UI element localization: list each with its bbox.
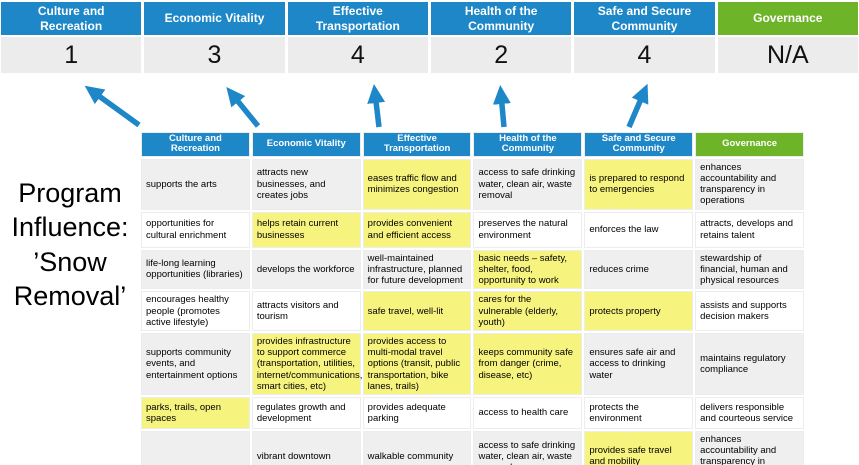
matrix-header-safe-secure-community: Safe and Secure Community — [584, 132, 694, 157]
matrix-header-culture-recreation: Culture and Recreation — [141, 132, 250, 157]
matrix-cell-highlighted: provides access to multi-modal travel op… — [362, 332, 472, 395]
matrix-cell-highlighted: safe travel, well-lit — [362, 291, 472, 331]
matrix-cell: maintains regulatory compliance — [695, 332, 804, 395]
matrix-row-5: supports community events, and entertain… — [141, 332, 804, 395]
matrix-cell — [141, 430, 250, 465]
score-health-community: 2 — [430, 37, 572, 73]
matrix-cell: access to health care — [473, 396, 583, 429]
matrix-cell: enforces the law — [584, 211, 694, 248]
matrix-cell: supports community events, and entertain… — [141, 332, 250, 395]
pillar-header-row: Culture and Recreation Economic Vitality… — [1, 2, 858, 35]
matrix-cell-highlighted: provides infrastructure to support comme… — [251, 332, 362, 395]
matrix-cell: reduces crime — [584, 249, 694, 290]
score-governance: N/A — [717, 37, 858, 73]
matrix-header-row: Culture and Recreation Economic Vitality… — [141, 132, 804, 157]
matrix-cell: enhances accountability and transparency… — [695, 430, 804, 465]
matrix-header-economic-vitality: Economic Vitality — [251, 132, 361, 157]
pillar-header-culture-recreation: Culture and Recreation — [1, 2, 142, 35]
matrix-cell-highlighted: provides convenient and efficient access — [362, 211, 472, 248]
influence-arrow-5 — [626, 83, 649, 129]
matrix-cell: enhances accountability and transparency… — [695, 158, 804, 210]
matrix-cell: regulates growth and development — [251, 396, 361, 429]
matrix-cell-highlighted: keeps community safe from danger (crime,… — [473, 332, 583, 395]
influence-arrow-1 — [84, 85, 141, 128]
matrix-header-effective-transportation: Effective Transportation — [362, 132, 472, 157]
matrix-cell: supports the arts — [141, 158, 250, 210]
matrix-cell: stewardship of financial, human and phys… — [695, 249, 804, 290]
matrix-cell-highlighted: eases traffic flow and minimizes congest… — [362, 158, 472, 210]
matrix-cell: opportunities for cultural enrichment — [141, 211, 250, 248]
matrix-cell: develops the workforce — [251, 249, 361, 290]
matrix-row-2: opportunities for cultural enrichment he… — [141, 211, 804, 248]
influence-arrow-4 — [492, 85, 511, 128]
matrix-cell: life-long learning opportunities (librar… — [141, 249, 250, 290]
matrix-cell: assists and supports decision makers — [695, 291, 804, 331]
matrix-cell: access to safe drinking water, clean air… — [473, 158, 583, 210]
score-effective-transportation: 4 — [287, 37, 428, 73]
matrix-cell-highlighted: helps retain current businesses — [251, 211, 361, 248]
pillar-header-health-community: Health of the Community — [430, 2, 572, 35]
score-economic-vitality: 3 — [144, 37, 285, 73]
program-influence-title: Program Influence: ’Snow Removal’ — [11, 178, 129, 311]
matrix-cell: delivers responsible and courteous servi… — [695, 396, 804, 429]
pillar-header-economic-vitality: Economic Vitality — [144, 2, 285, 35]
matrix-cell: encourages healthy people (promotes acti… — [141, 291, 250, 331]
matrix-cell-highlighted: basic needs – safety, shelter, food, opp… — [473, 249, 583, 290]
matrix-row-4: encourages healthy people (promotes acti… — [141, 291, 804, 331]
matrix-row-3: life-long learning opportunities (librar… — [141, 249, 804, 290]
matrix-cell-highlighted: is prepared to respond to emergencies — [584, 158, 694, 210]
pillar-matrix-table: Culture and Recreation Economic Vitality… — [139, 130, 806, 465]
matrix-cell: well-maintained infrastructure, planned … — [362, 249, 472, 290]
matrix-cell: ensures safe air and access to drinking … — [584, 332, 694, 395]
influence-arrow-3 — [367, 84, 386, 128]
influence-arrows — [84, 83, 649, 129]
pillar-score-row: 1 3 4 2 4 N/A — [1, 37, 858, 73]
matrix-cell: provides adequate parking — [362, 396, 472, 429]
matrix-cell: attracts, develops and retains talent — [695, 211, 804, 248]
matrix-cell: protects the environment — [584, 396, 694, 429]
score-safe-secure-community: 4 — [574, 37, 715, 73]
matrix-header-health-community: Health of the Community — [473, 132, 583, 157]
matrix-cell-highlighted: provides safe travel and mobility — [584, 430, 694, 465]
matrix-row-1: supports the arts attracts new businesse… — [141, 158, 804, 210]
matrix-cell: preserves the natural environment — [473, 211, 583, 248]
pillar-header-effective-transportation: Effective Transportation — [287, 2, 428, 35]
pillar-header-governance: Governance — [717, 2, 858, 35]
matrix-header-governance: Governance — [695, 132, 804, 157]
influence-arrow-2 — [226, 87, 261, 128]
pillar-header-safe-secure-community: Safe and Secure Community — [574, 2, 715, 35]
matrix-cell: walkable community — [362, 430, 472, 465]
matrix-row-7: vibrant downtown walkable community acce… — [141, 430, 804, 465]
matrix-cell: attracts new businesses, and creates job… — [251, 158, 361, 210]
matrix-cell-highlighted: parks, trails, open spaces — [141, 396, 250, 429]
matrix-cell-highlighted: protects property — [584, 291, 694, 331]
matrix-cell: vibrant downtown — [251, 430, 361, 465]
score-culture-recreation: 1 — [1, 37, 142, 73]
matrix-cell-highlighted: cares for the vulnerable (elderly, youth… — [473, 291, 583, 331]
matrix-cell: attracts visitors and tourism — [251, 291, 361, 331]
matrix-row-6: parks, trails, open spaces regulates gro… — [141, 396, 804, 429]
matrix-cell: access to safe drinking water, clean air… — [473, 430, 583, 465]
